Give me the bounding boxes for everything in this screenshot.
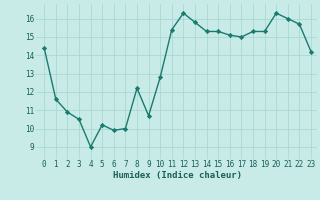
X-axis label: Humidex (Indice chaleur): Humidex (Indice chaleur)	[113, 171, 242, 180]
